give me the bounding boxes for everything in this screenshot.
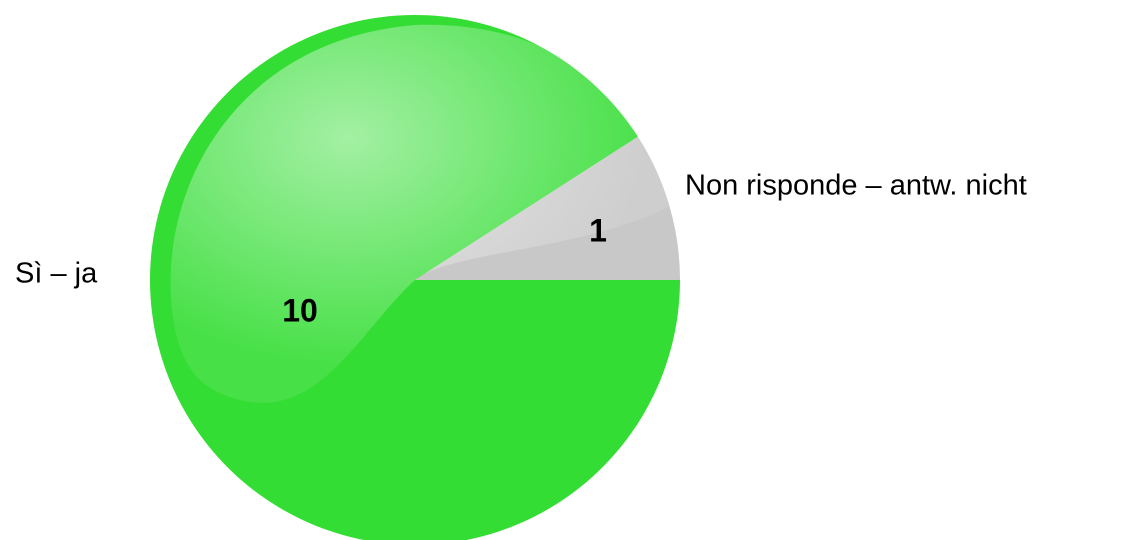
category-label: Sì – ja bbox=[15, 258, 98, 290]
category-label: Non risponde – antw. nicht bbox=[685, 170, 1027, 202]
pie bbox=[150, 15, 680, 540]
value-label: 10 bbox=[282, 292, 318, 328]
value-label: 1 bbox=[589, 213, 607, 249]
